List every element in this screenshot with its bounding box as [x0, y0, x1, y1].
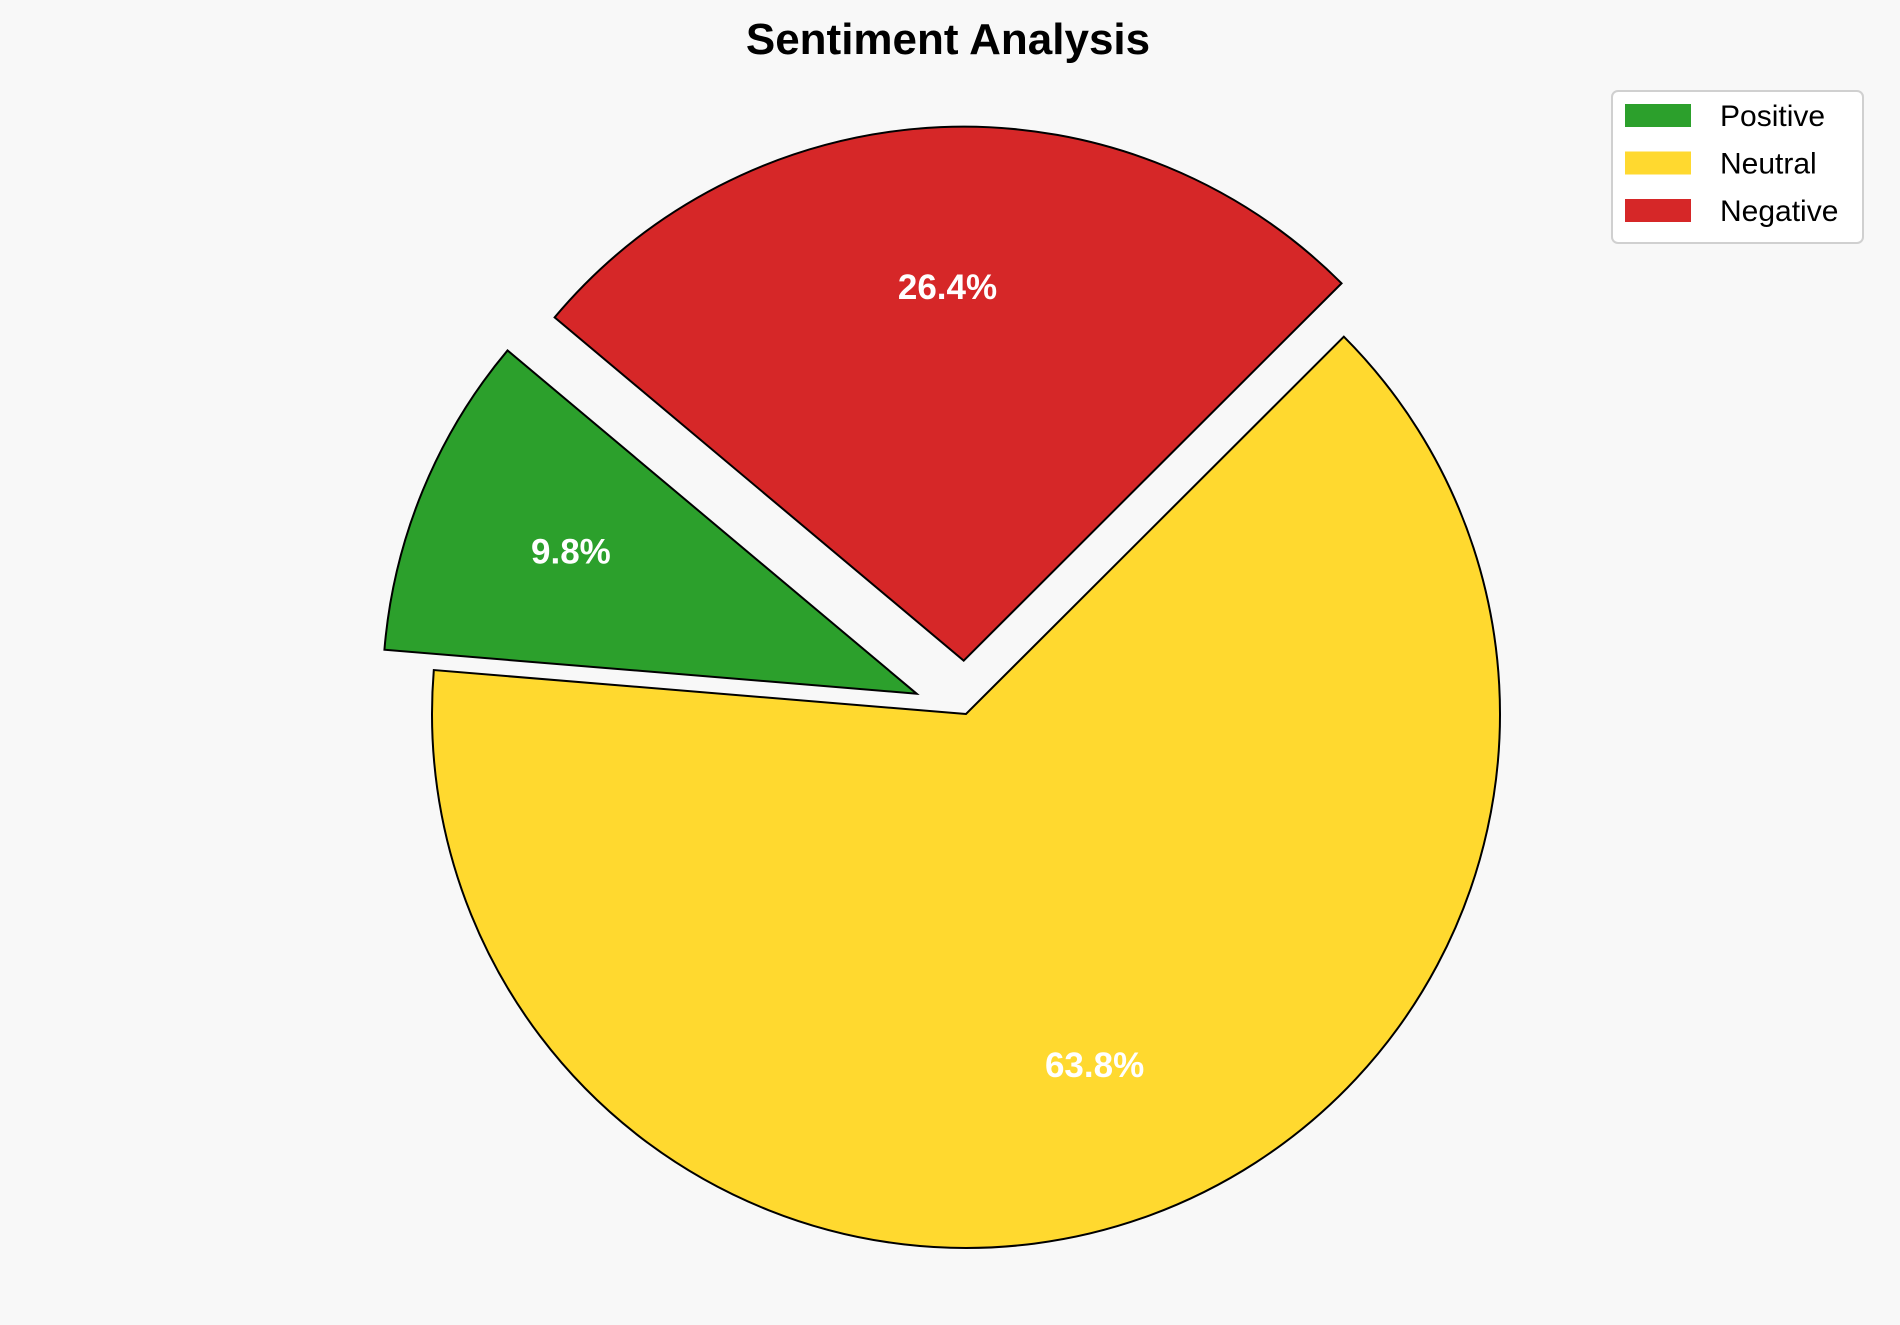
legend-swatch-positive: [1625, 104, 1691, 127]
slice-label-positive: 9.8%: [531, 532, 611, 571]
legend-label-positive: Positive: [1720, 100, 1825, 133]
slice-value-labels: 9.8% 63.8% 26.4%: [531, 268, 1144, 1085]
legend: Positive Neutral Negative: [1611, 90, 1864, 244]
pie-slice-neutral: [431, 335, 1501, 1249]
legend-label-neutral: Neutral: [1720, 148, 1817, 181]
chart-title: Sentiment Analysis: [746, 15, 1150, 64]
legend-label-negative: Negative: [1720, 195, 1838, 228]
pie-slices: [383, 125, 1501, 1249]
slice-label-neutral: 63.8%: [1045, 1046, 1144, 1085]
legend-swatch-negative: [1625, 199, 1691, 222]
pie-slice-positive: [383, 349, 920, 695]
legend-swatch-neutral: [1625, 151, 1691, 175]
slice-label-negative: 26.4%: [898, 268, 997, 307]
pie-slice-negative: [553, 125, 1343, 663]
